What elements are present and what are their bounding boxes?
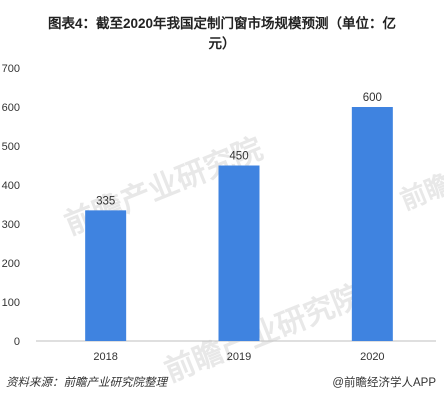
y-tick-label: 500 — [2, 141, 20, 153]
y-tick-label: 300 — [2, 219, 20, 231]
chart-title: 图表4：截至2020年我国定制门窗市场规模预测（单位：亿 元） — [20, 14, 424, 54]
watermark-text: 前瞻产业研究院 — [160, 278, 367, 388]
y-tick-label: 700 — [2, 63, 20, 75]
y-tick-label: 100 — [2, 297, 20, 309]
bar-2020 — [351, 107, 393, 341]
y-tick-label: 400 — [2, 180, 20, 192]
y-axis: 0 100 200 300 400 500 600 700 — [2, 63, 20, 348]
y-tick-label: 200 — [2, 258, 20, 270]
bar-series: 335 450 600 — [85, 92, 393, 341]
bar-2019 — [218, 165, 260, 341]
x-tick-label-2020: 2020 — [360, 351, 384, 363]
credit-note: @前瞻经济学人APP — [332, 377, 436, 389]
chart-title-line-2: 元） — [208, 36, 236, 51]
watermark-text: 前瞻产业研究院 — [396, 120, 444, 216]
x-tick-label-2019: 2019 — [227, 351, 251, 363]
y-tick-label: 0 — [14, 336, 20, 348]
chart-title-line-1: 图表4：截至2020年我国定制门窗市场规模预测（单位：亿 — [47, 16, 397, 31]
y-tick-label: 600 — [2, 102, 20, 114]
source-note: 资料来源：前瞻产业研究院整理 — [6, 377, 167, 389]
data-label-2019: 450 — [229, 151, 248, 163]
bar-2018 — [85, 210, 127, 341]
data-label-2020: 600 — [363, 92, 382, 104]
data-label-2018: 335 — [96, 195, 115, 207]
x-tick-label-2018: 2018 — [93, 351, 117, 363]
